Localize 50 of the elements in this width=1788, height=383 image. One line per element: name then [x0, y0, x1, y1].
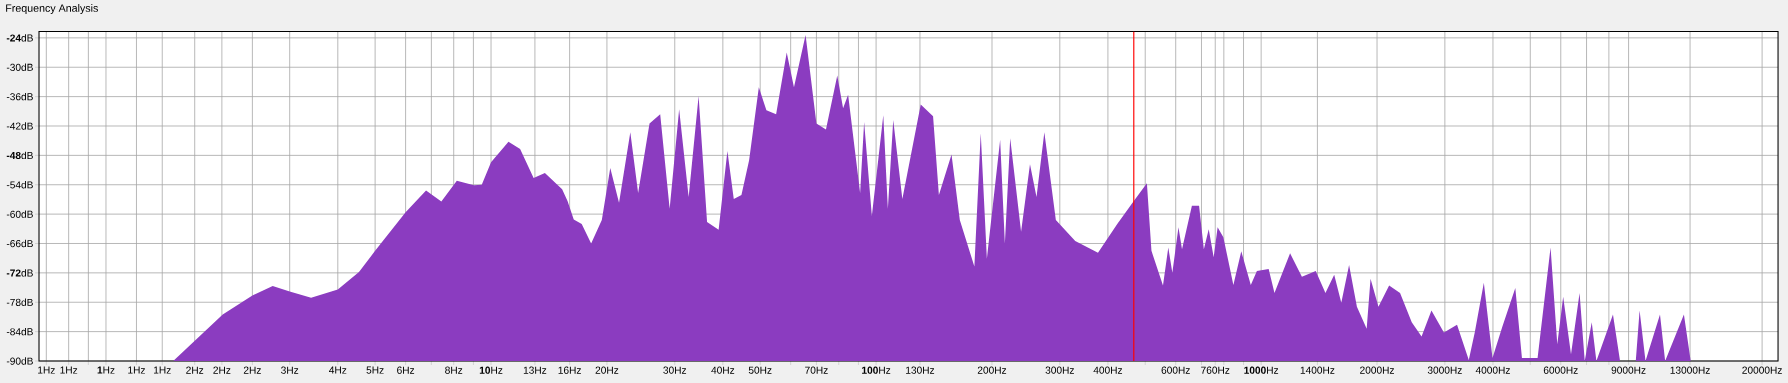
x-tick-label: 30Hz	[663, 366, 687, 374]
x-tick-label: 3Hz	[281, 366, 299, 374]
x-tick-label: 1Hz	[97, 366, 115, 374]
x-tick-label: 70Hz	[805, 366, 828, 374]
x-tick-label: 40Hz	[711, 366, 735, 374]
y-tick-label: -24dB	[6, 34, 33, 42]
x-tick-label: 6000Hz	[1543, 366, 1578, 374]
x-tick-label: 4Hz	[329, 366, 347, 374]
x-tick-label: 6Hz	[397, 366, 415, 374]
chart-title: Frequency Analysis	[6, 4, 98, 14]
x-tick-label: 400Hz	[1093, 366, 1123, 374]
x-tick-label: 13Hz	[523, 366, 547, 374]
x-tick-label: 2Hz	[213, 366, 231, 374]
x-tick-label: 5Hz	[366, 366, 384, 374]
y-tick-label: -66dB	[6, 239, 33, 248]
x-tick-label: 760Hz	[1201, 366, 1230, 374]
x-tick-label: 4000Hz	[1475, 366, 1510, 374]
x-tick-label: 1000Hz	[1244, 366, 1279, 374]
x-tick-label: 13000Hz	[1670, 366, 1710, 374]
x-tick-label: 1Hz	[60, 366, 78, 374]
x-tick-label: 2Hz	[243, 366, 261, 374]
x-tick-label: 10Hz	[479, 366, 503, 374]
x-tick-label: 9000Hz	[1611, 366, 1646, 374]
x-tick-label: 130Hz	[906, 366, 935, 374]
y-tick-label: -78dB	[6, 298, 33, 306]
x-tick-label: 600Hz	[1161, 366, 1190, 374]
x-tick-label: 3000Hz	[1427, 366, 1462, 374]
y-tick-label: -54dB	[6, 181, 33, 189]
x-tick-label: 2Hz	[186, 366, 204, 374]
x-tick-label: 20000Hz	[1742, 366, 1782, 374]
x-tick-label: 1Hz	[154, 366, 171, 374]
x-tick-label: 1400Hz	[1300, 366, 1335, 374]
x-tick-label: 1Hz	[128, 366, 145, 374]
y-tick-label: -72dB	[6, 269, 33, 277]
x-tick-label: 16Hz	[558, 366, 581, 374]
x-tick-label: 50Hz	[748, 366, 772, 374]
x-tick-label: 200Hz	[977, 366, 1007, 374]
y-tick-label: -36dB	[6, 92, 33, 101]
x-tick-label: 100Hz	[862, 366, 891, 374]
y-tick-label: -84dB	[6, 327, 33, 336]
y-tick-label: -42dB	[6, 122, 33, 130]
x-tick-label: 300Hz	[1045, 366, 1074, 374]
x-tick-label: 2000Hz	[1360, 366, 1394, 374]
y-tick-label: -90dB	[6, 357, 33, 365]
y-tick-label: -60dB	[6, 210, 33, 218]
y-tick-label: -48dB	[6, 151, 33, 160]
x-tick-label: 1Hz	[38, 366, 55, 374]
x-tick-label: 8Hz	[445, 366, 463, 374]
y-tick-label: -30dB	[6, 63, 33, 71]
x-tick-label: 20Hz	[595, 366, 619, 374]
